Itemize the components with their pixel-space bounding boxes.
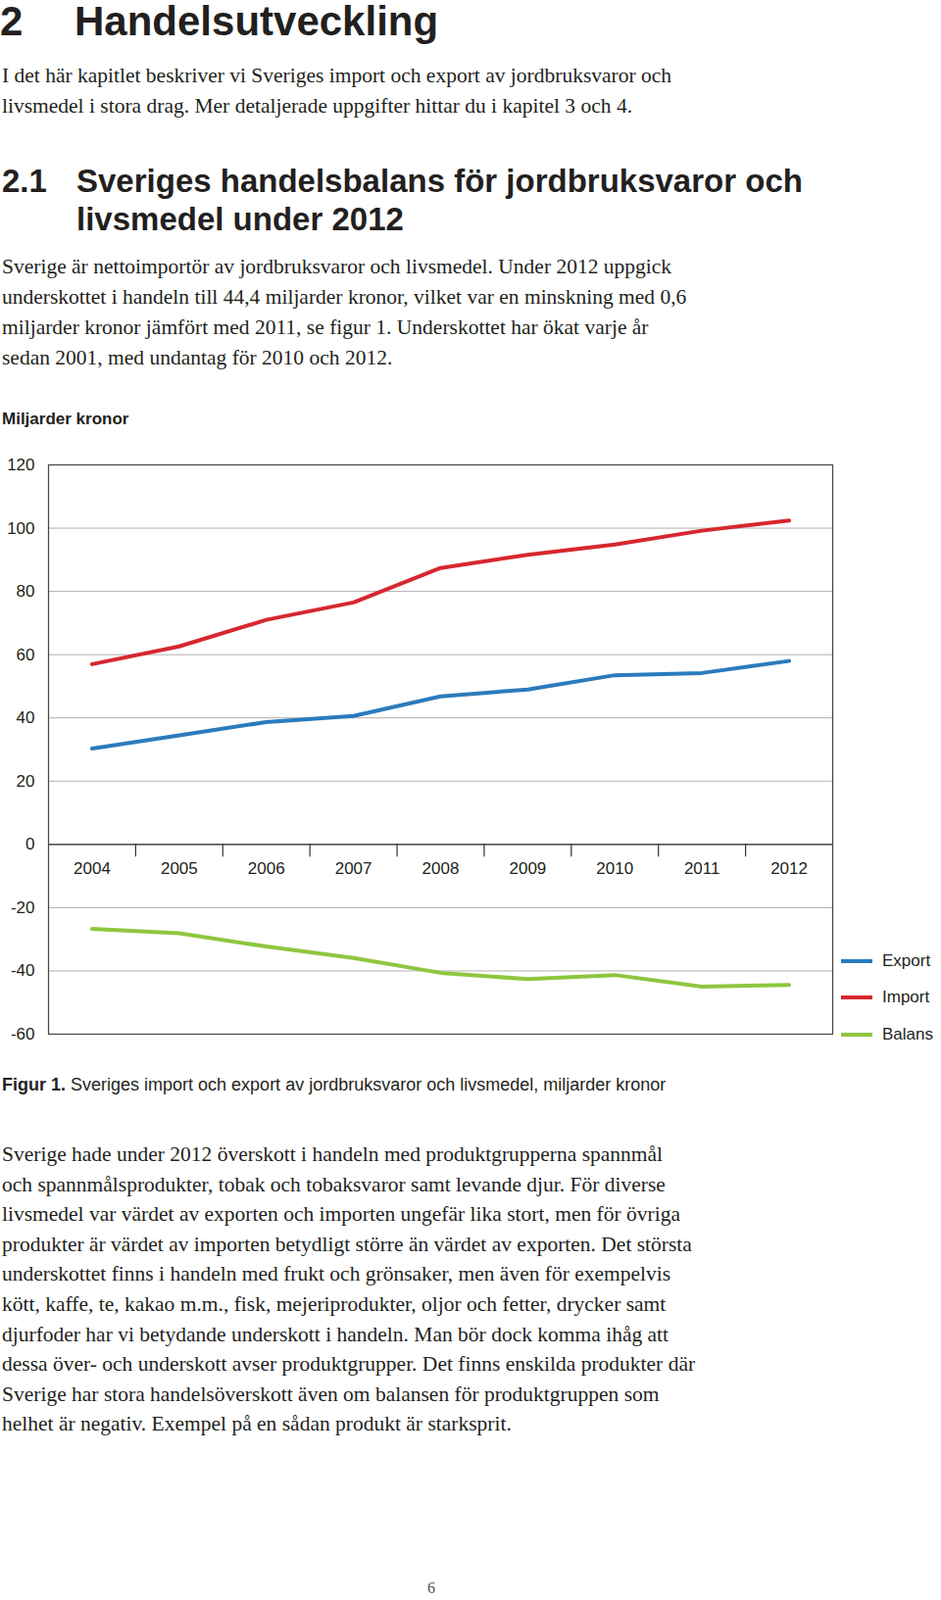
svg-text:60: 60	[16, 645, 36, 665]
svg-text:2006: 2006	[247, 859, 286, 879]
svg-text:2008: 2008	[422, 859, 460, 879]
svg-text:2005: 2005	[160, 859, 199, 879]
html-text:underskottet finns i handeln m: underskottet finns i handeln med frukt o…	[1, 1262, 671, 1287]
html-text:produkter är värdet av importe: produkter är värdet av importen betydlig…	[1, 1232, 692, 1257]
svg-text:2007: 2007	[335, 859, 373, 879]
svg-text:2004: 2004	[73, 859, 111, 879]
html-text:livsmedel i stora drag. Mer de: livsmedel i stora drag. Mer detaljerade …	[1, 94, 633, 118]
html-text:Import: Import	[882, 988, 930, 1007]
html-text:Export: Export	[882, 951, 931, 971]
svg-text:120: 120	[6, 455, 35, 475]
svg-text:-20: -20	[10, 898, 36, 918]
svg-text:-60: -60	[10, 1025, 36, 1044]
html-text:djurfoder har vi betydande und: djurfoder har vi betydande underskott i …	[1, 1322, 669, 1347]
html-text:Sverige har stora handelsövers: Sverige har stora handelsöverskott även …	[1, 1382, 660, 1407]
svg-text:40: 40	[16, 708, 36, 728]
html-text:6: 6	[427, 1580, 436, 1597]
html-text:underskottet i handeln till 44: underskottet i handeln till 44,4 miljard…	[1, 285, 687, 309]
html-text:livsmedel var värdet av export: livsmedel var värdet av exporten och imp…	[1, 1202, 681, 1227]
svg-text:20: 20	[16, 772, 36, 792]
svg-text:2009: 2009	[508, 859, 546, 879]
html-text:miljarder kronor jämfört med 2: miljarder kronor jämfört med 2011, se fi…	[1, 315, 649, 340]
html-text:Sverige hade under 2012 översk: Sverige hade under 2012 överskott i hand…	[1, 1142, 663, 1167]
html-text:dessa över- och underskott avs: dessa över- och underskott avser produkt…	[1, 1352, 696, 1377]
svg-text:2010: 2010	[595, 859, 634, 879]
html-text:kött, kaffe, te, kakao m.m., f: kött, kaffe, te, kakao m.m., fisk, mejer…	[1, 1292, 666, 1317]
svg-text:-40: -40	[10, 961, 36, 981]
html-text:I det här kapitlet beskriver v: I det här kapitlet beskriver vi Sveriges…	[1, 63, 672, 88]
html-text:sedan 2001, med undantag för 2: sedan 2001, med undantag för 2010 och 20…	[1, 346, 393, 370]
html-text:Sverige är nettoimportör av jo: Sverige är nettoimportör av jordbruksvar…	[1, 254, 672, 279]
svg-text:0: 0	[25, 835, 35, 854]
svg-text:100: 100	[6, 518, 35, 538]
html-text:och spannmålsprodukter, tobak: och spannmålsprodukter, tobak och tobaks…	[1, 1172, 666, 1197]
svg-text:2011: 2011	[684, 859, 721, 879]
html-text:helhet är negativ. Exempel på: helhet är negativ. Exempel på en sådan p…	[1, 1412, 512, 1437]
svg-text:2012: 2012	[770, 859, 808, 879]
svg-text:80: 80	[16, 582, 36, 601]
html-text:Sveriges handelsbalans för jor: Sveriges handelsbalans för jordbruksvaro…	[76, 162, 803, 199]
html-text:Miljarder kronor: Miljarder kronor	[1, 409, 129, 429]
html-text:2.1: 2.1	[1, 162, 47, 199]
html-text:Figur 1. Sveriges import och e: Figur 1. Sveriges import och export av j…	[1, 1075, 666, 1095]
html-text:Balans: Balans	[882, 1025, 934, 1044]
html-text:livsmedel under 2012: livsmedel under 2012	[76, 200, 404, 238]
